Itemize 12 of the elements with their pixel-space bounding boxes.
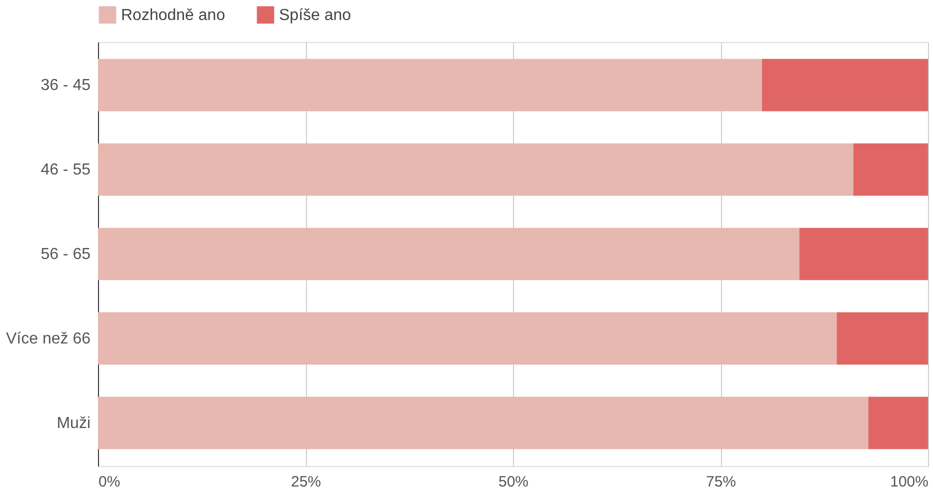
x-tick-label: 75% [706,474,736,490]
x-tick-label: 100% [890,474,928,490]
y-tick-label: Muži [56,414,90,432]
x-tick-label: 50% [498,474,529,490]
legend-label: Rozhodně ano [121,6,226,24]
y-tick-label: Více než 66 [6,330,91,348]
x-tick-label: 25% [290,474,322,490]
x-tick-label: 0% [98,474,120,490]
y-tick-label: 46 - 55 [40,162,91,179]
y-tick-label: 56 - 65 [40,246,91,263]
y-tick-label: 36 - 45 [40,77,91,94]
legend-label: Spíše ano [279,6,352,24]
